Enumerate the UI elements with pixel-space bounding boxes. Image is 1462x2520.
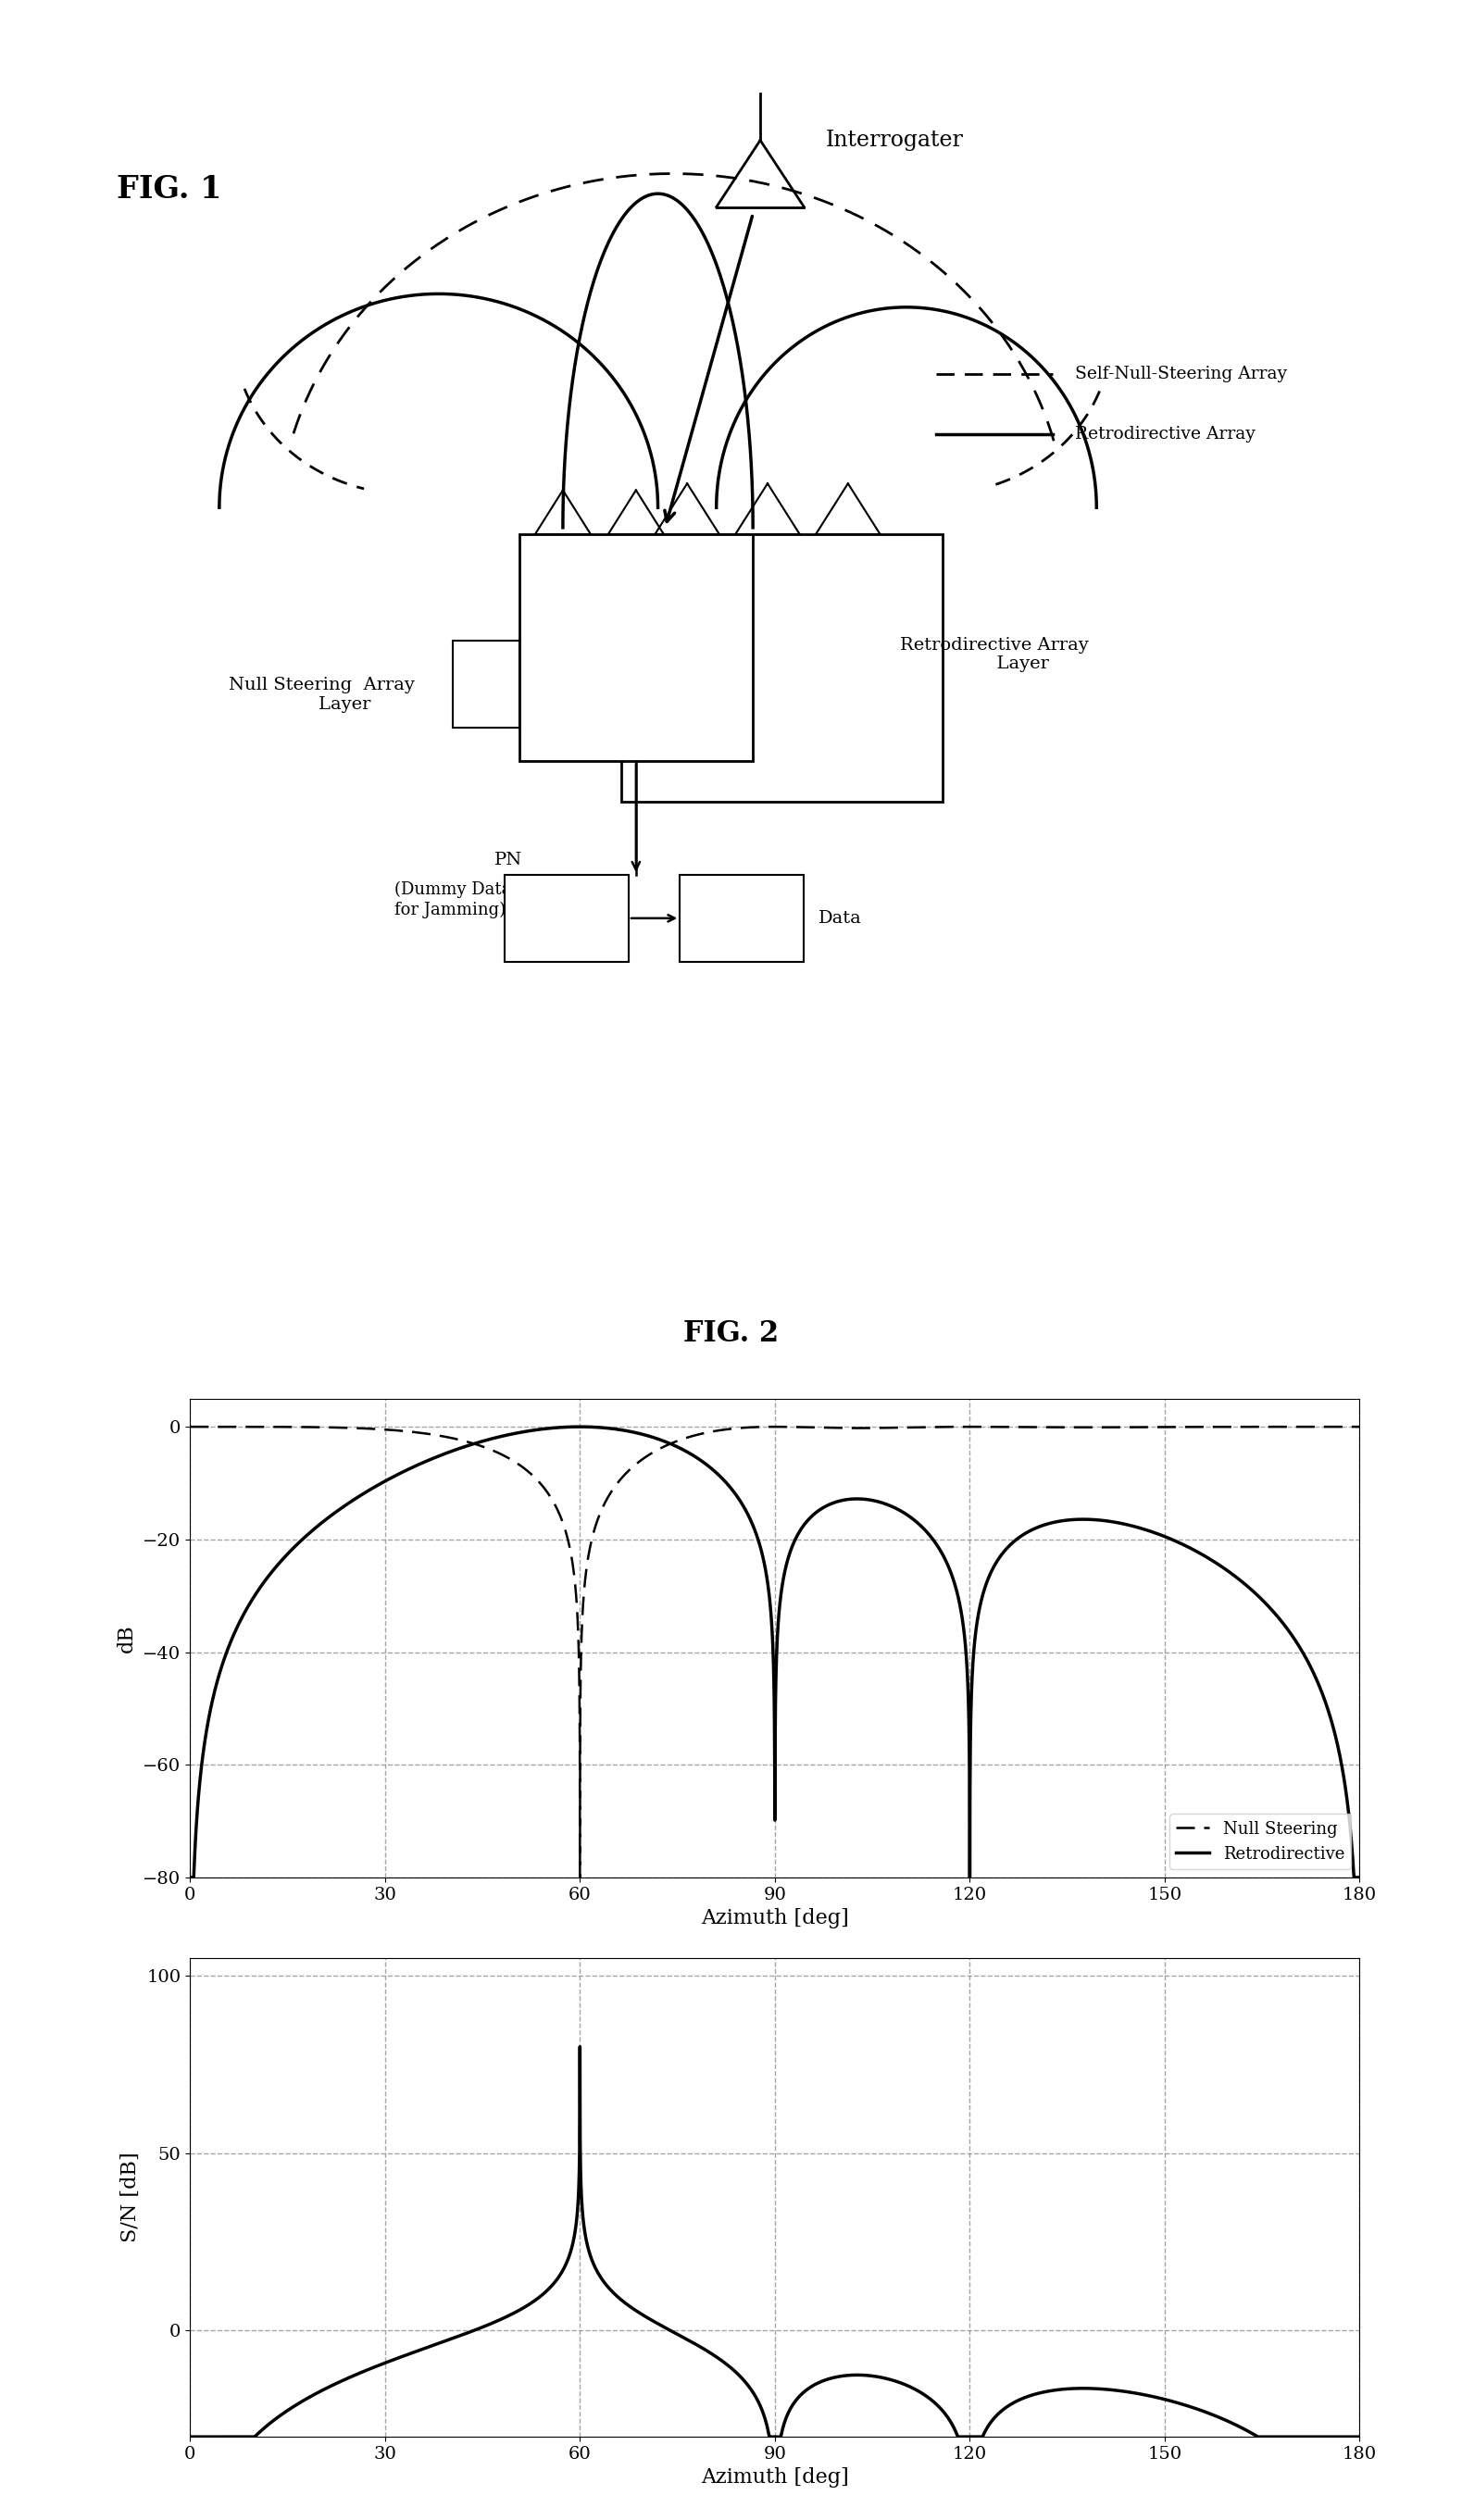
Text: Self-Null-Steering Array: Self-Null-Steering Array bbox=[1075, 365, 1287, 383]
Text: FIG. 1: FIG. 1 bbox=[117, 174, 222, 204]
Legend: Null Steering, Retrodirective: Null Steering, Retrodirective bbox=[1170, 1814, 1351, 1870]
Text: Interrogater: Interrogater bbox=[826, 129, 963, 151]
Bar bbox=[519, 534, 753, 761]
Text: FIG. 2: FIG. 2 bbox=[683, 1320, 779, 1348]
Y-axis label: S/N [dB]: S/N [dB] bbox=[120, 2152, 140, 2243]
Text: Retrodirective Array: Retrodirective Array bbox=[1075, 426, 1254, 444]
Text: (Dummy Data
for Jamming): (Dummy Data for Jamming) bbox=[395, 882, 512, 917]
Bar bbox=[680, 874, 804, 963]
Bar bbox=[621, 534, 943, 801]
X-axis label: Azimuth [deg]: Azimuth [deg] bbox=[700, 1908, 849, 1928]
Bar bbox=[504, 874, 629, 963]
Text: PN: PN bbox=[494, 852, 522, 867]
Text: Data: Data bbox=[819, 910, 863, 927]
Bar bbox=[453, 640, 519, 728]
Text: Null Steering  Array
        Layer: Null Steering Array Layer bbox=[228, 675, 415, 713]
Y-axis label: dB: dB bbox=[115, 1623, 136, 1653]
Text: Retrodirective Array
          Layer: Retrodirective Array Layer bbox=[899, 638, 1089, 673]
X-axis label: Azimuth [deg]: Azimuth [deg] bbox=[700, 2467, 849, 2487]
